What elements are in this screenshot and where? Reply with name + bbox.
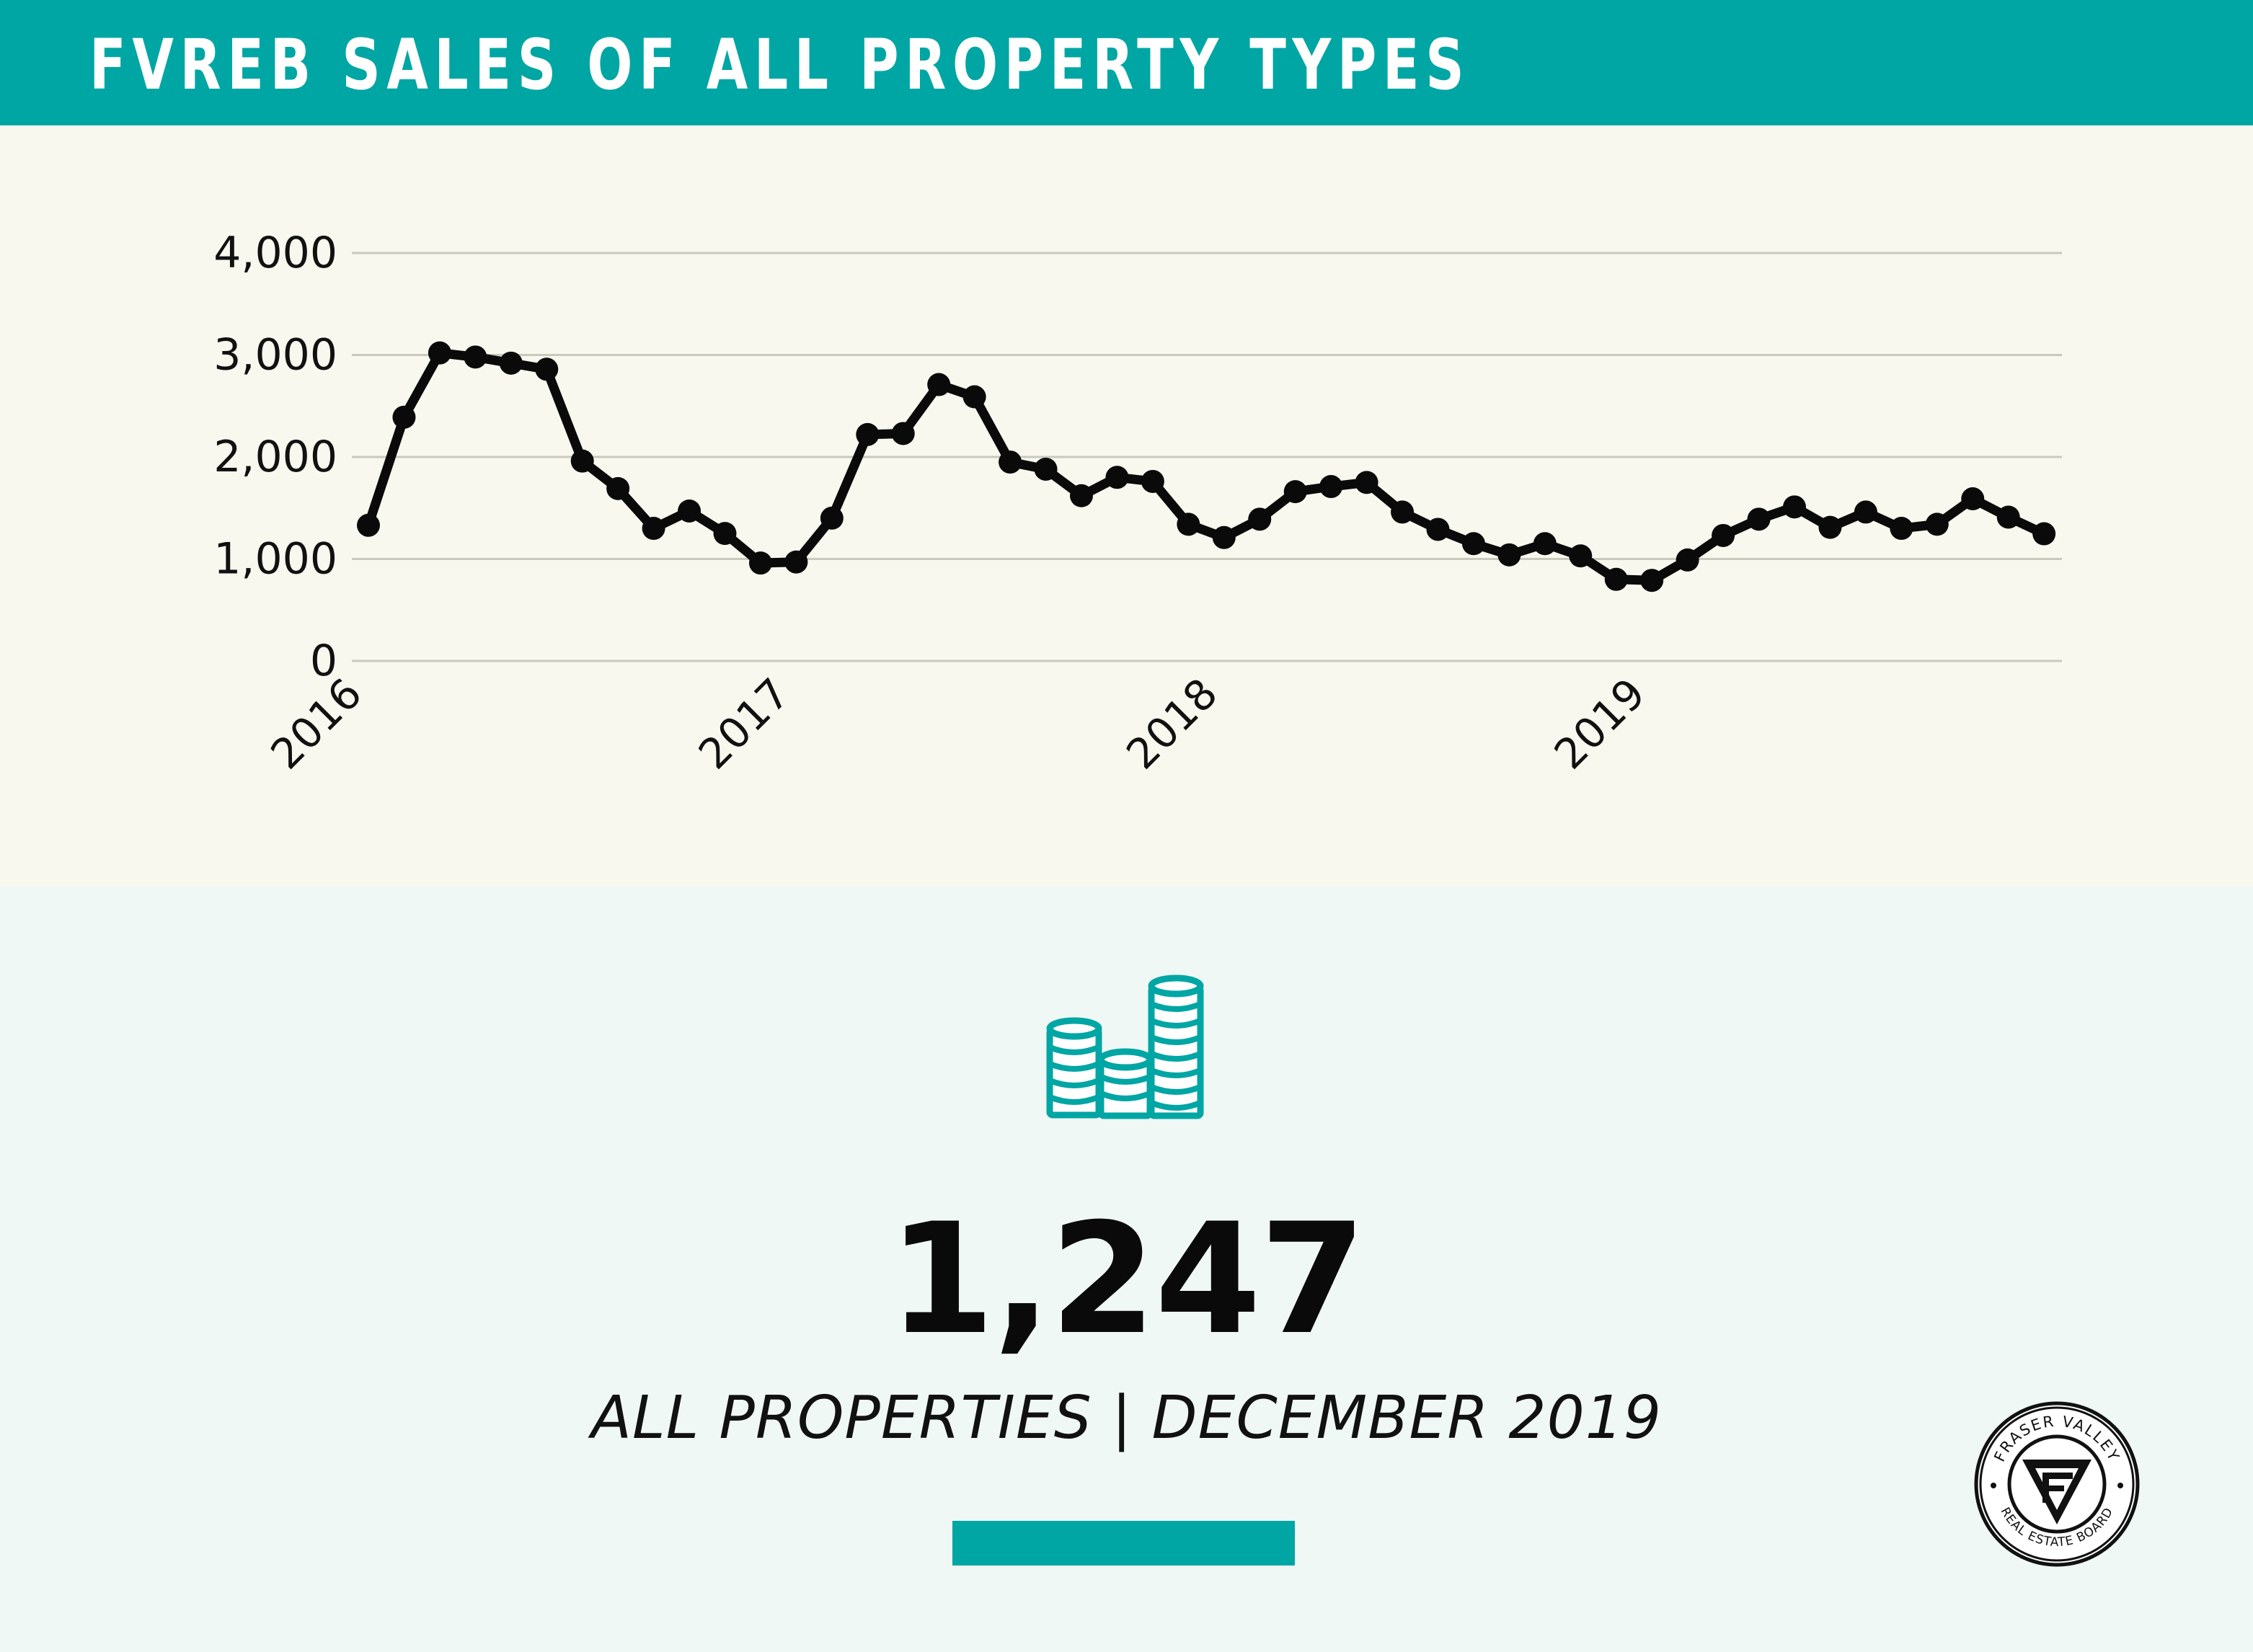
series-line xyxy=(363,348,2049,585)
data-point xyxy=(1854,500,1877,524)
fraser-valley-logo: FRASER VALLEY REAL ESTATE BOARD xyxy=(1974,1401,2140,1567)
gridlines xyxy=(352,252,2062,662)
data-point xyxy=(428,341,451,365)
data-point xyxy=(856,422,880,446)
data-point xyxy=(499,351,523,375)
data-point xyxy=(748,551,772,575)
page-title: FVREB SALES OF ALL PROPERTY TYPES xyxy=(89,25,1471,105)
data-point xyxy=(1533,532,1557,556)
x-axis-ticks: 2016 2017 2018 2019 xyxy=(261,669,1655,778)
data-point xyxy=(1177,512,1200,536)
data-point xyxy=(891,422,915,445)
data-point xyxy=(1604,567,1628,591)
data-point xyxy=(927,373,951,396)
data-point xyxy=(1569,544,1593,568)
data-point xyxy=(1248,507,1272,531)
coins-stack-icon xyxy=(1046,974,1204,1119)
x-tick-label: 2018 xyxy=(1117,669,1226,778)
series-points xyxy=(357,341,2056,592)
data-point xyxy=(1070,484,1093,507)
data-point xyxy=(1747,507,1771,531)
data-point xyxy=(1283,480,1307,504)
x-tick-label: 2017 xyxy=(689,669,799,778)
sales-total-value: 1,247 xyxy=(888,1190,1366,1368)
header-banner: FVREB SALES OF ALL PROPERTY TYPES xyxy=(0,0,2253,125)
data-point xyxy=(606,476,630,500)
data-point xyxy=(1712,523,1735,547)
data-point xyxy=(784,550,808,574)
data-point xyxy=(2032,522,2056,546)
data-point xyxy=(1996,505,2020,529)
sales-series-line xyxy=(363,348,2049,585)
data-point xyxy=(1818,515,1842,539)
sales-caption: ALL PROPERTIES | DECEMBER 2019 xyxy=(590,1384,1663,1452)
data-point xyxy=(1426,518,1450,541)
data-point xyxy=(1461,532,1485,556)
data-point xyxy=(1640,569,1664,592)
data-point xyxy=(1141,469,1164,493)
chart-panel: 0 1,000 2,000 3,000 4,000 2016 2017 2018 2019 xyxy=(0,125,2253,887)
data-point xyxy=(392,405,416,429)
data-point xyxy=(1105,466,1129,489)
data-point xyxy=(1355,471,1378,494)
data-point xyxy=(570,449,594,473)
data-point xyxy=(1391,500,1415,524)
data-point xyxy=(999,450,1022,474)
data-point xyxy=(713,522,737,546)
data-point xyxy=(678,499,701,523)
accent-bar xyxy=(952,1521,1295,1566)
data-point xyxy=(962,385,986,409)
y-tick-label: 1,000 xyxy=(213,534,337,585)
data-point xyxy=(357,513,380,537)
x-tick-label: 2019 xyxy=(1545,669,1655,778)
y-tick-label: 3,000 xyxy=(213,330,337,381)
y-tick-label: 4,000 xyxy=(213,228,337,278)
data-point xyxy=(1783,495,1806,519)
data-point xyxy=(820,506,844,530)
y-tick-label: 2,000 xyxy=(213,432,337,482)
data-point xyxy=(464,345,487,369)
data-point xyxy=(1890,517,1913,541)
data-point xyxy=(1925,512,1949,536)
data-point xyxy=(1961,487,1985,511)
data-point xyxy=(1676,548,1699,572)
data-point xyxy=(1497,543,1521,567)
y-axis-ticks: 0 1,000 2,000 3,000 4,000 xyxy=(213,228,337,686)
data-point xyxy=(1319,475,1343,499)
y-tick-label: 0 xyxy=(310,636,337,686)
data-point xyxy=(1212,525,1236,549)
data-point xyxy=(1034,457,1058,481)
data-point xyxy=(642,517,665,541)
data-point xyxy=(535,358,559,381)
